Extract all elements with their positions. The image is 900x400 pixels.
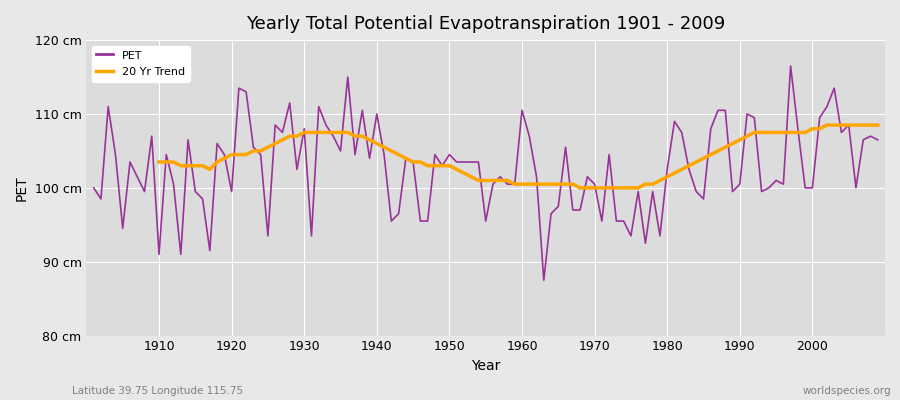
Text: Latitude 39.75 Longitude 115.75: Latitude 39.75 Longitude 115.75 — [72, 386, 243, 396]
Title: Yearly Total Potential Evapotranspiration 1901 - 2009: Yearly Total Potential Evapotranspiratio… — [246, 15, 725, 33]
Y-axis label: PET: PET — [15, 175, 29, 201]
Text: worldspecies.org: worldspecies.org — [803, 386, 891, 396]
Legend: PET, 20 Yr Trend: PET, 20 Yr Trend — [92, 46, 190, 82]
X-axis label: Year: Year — [471, 359, 500, 373]
